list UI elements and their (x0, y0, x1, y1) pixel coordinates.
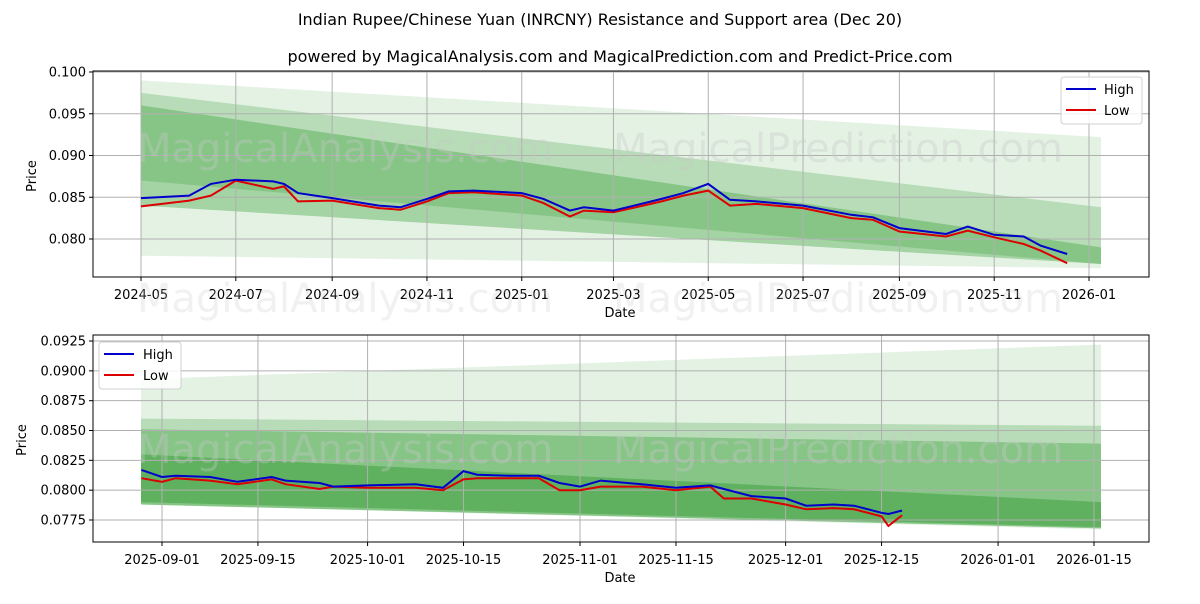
x-tick-label: 2024-11 (400, 288, 454, 303)
forecast-band-core (141, 454, 1101, 528)
x-tick-label: 2025-11 (967, 288, 1021, 303)
x-tick-label: 2025-07 (776, 288, 830, 303)
bottom-x-label: Date (604, 571, 635, 586)
bottom-forecast-bands (141, 344, 1101, 530)
y-tick-label: 0.0800 (41, 484, 87, 499)
x-tick-label: 2024-07 (209, 288, 263, 303)
bottom-legend: High Low (98, 341, 182, 390)
x-tick-label: 2025-12-15 (844, 553, 920, 568)
top-y-axis: 0.080 0.085 0.090 0.095 0.100 (49, 66, 93, 248)
y-tick-label: 0.0925 (41, 335, 87, 350)
x-tick-label: 2026-01 (1062, 288, 1116, 303)
figure-subtitle: powered by MagicalAnalysis.com and Magic… (287, 47, 952, 66)
top-legend-low: Low (1104, 104, 1130, 119)
y-tick-label: 0.0875 (41, 394, 87, 409)
watermark-magicalprediction: MagicalPrediction.com (613, 126, 1063, 172)
forecast-band-core (141, 105, 1101, 265)
top-legend-high: High (1104, 83, 1134, 98)
bottom-legend-low: Low (143, 369, 169, 384)
top-gridlines (93, 71, 1149, 277)
top-forecast-bands (141, 80, 1101, 269)
top-low-line (140, 179, 1068, 265)
x-tick-label: 2025-05 (681, 288, 735, 303)
x-tick-label: 2025-03 (586, 288, 640, 303)
y-tick-label: 0.0775 (41, 514, 87, 529)
bottom-chart: MagicalAnalysis.com MagicalPrediction.co… (15, 276, 1150, 586)
y-tick-label: 0.0900 (41, 364, 87, 379)
figure-title: Indian Rupee/Chinese Yuan (INRCNY) Resis… (298, 10, 902, 29)
top-legend: High Low (1060, 76, 1143, 125)
bottom-y-label: Price (15, 424, 30, 456)
top-axes-frame (92, 70, 1150, 278)
x-tick-label: 2025-12-01 (748, 553, 824, 568)
bottom-high-line (141, 468, 903, 516)
forecast-band-mid (141, 429, 1101, 529)
top-high-line (140, 178, 1068, 255)
x-tick-label: 2025-11-01 (542, 553, 618, 568)
x-tick-label: 2025-09-15 (220, 553, 296, 568)
x-tick-label: 2026-01-01 (960, 553, 1036, 568)
y-tick-label: 0.090 (49, 149, 86, 164)
watermark-magicalprediction-2: MagicalPrediction.com (613, 427, 1063, 473)
x-tick-label: 2025-10-01 (330, 553, 406, 568)
watermark-magicalanalysis-2: MagicalAnalysis.com (137, 427, 553, 473)
bottom-low-line (141, 477, 903, 528)
x-tick-label: 2025-11-15 (638, 553, 714, 568)
x-tick-label: 2025-01 (495, 288, 549, 303)
watermark-magicalanalysis: MagicalAnalysis.com (137, 126, 553, 172)
top-x-axis: 2024-05 2024-07 2024-09 2024-11 2025-01 2025-… (114, 277, 1116, 303)
x-tick-label: 2025-09 (872, 288, 926, 303)
forecast-band-mid-light (141, 418, 1101, 529)
forecast-band-outer-light (141, 344, 1101, 530)
x-tick-label: 2024-05 (114, 288, 168, 303)
top-y-label: Price (25, 160, 40, 192)
bottom-legend-high: High (143, 348, 173, 363)
y-tick-label: 0.0850 (41, 424, 87, 439)
top-chart: MagicalAnalysis.com MagicalPrediction.co… (25, 66, 1150, 321)
y-tick-label: 0.0825 (41, 454, 87, 469)
watermark-magicalprediction-3: MagicalPrediction.com (613, 276, 1063, 322)
bottom-gridlines (93, 335, 1149, 542)
bottom-axes-frame (92, 334, 1150, 543)
bottom-x-axis: 2025-09-01 2025-09-15 2025-10-01 2025-10-15… (124, 542, 1132, 568)
bottom-y-axis: 0.0775 0.0800 0.0825 0.0850 0.0875 0.0900 0.09… (41, 335, 93, 529)
x-tick-label: 2025-09-01 (124, 553, 200, 568)
top-x-label: Date (604, 306, 635, 321)
forecast-band-upper-mid (141, 92, 1101, 265)
forecast-band-outer-light (141, 80, 1101, 269)
y-tick-label: 0.080 (49, 233, 86, 248)
y-tick-label: 0.085 (49, 191, 86, 206)
x-tick-label: 2025-10-15 (426, 553, 502, 568)
y-tick-label: 0.100 (49, 66, 86, 81)
x-tick-label: 2026-01-15 (1056, 553, 1132, 568)
y-tick-label: 0.095 (49, 107, 86, 122)
x-tick-label: 2024-09 (305, 288, 359, 303)
watermark-magicalanalysis-3: MagicalAnalysis.com (137, 276, 553, 322)
